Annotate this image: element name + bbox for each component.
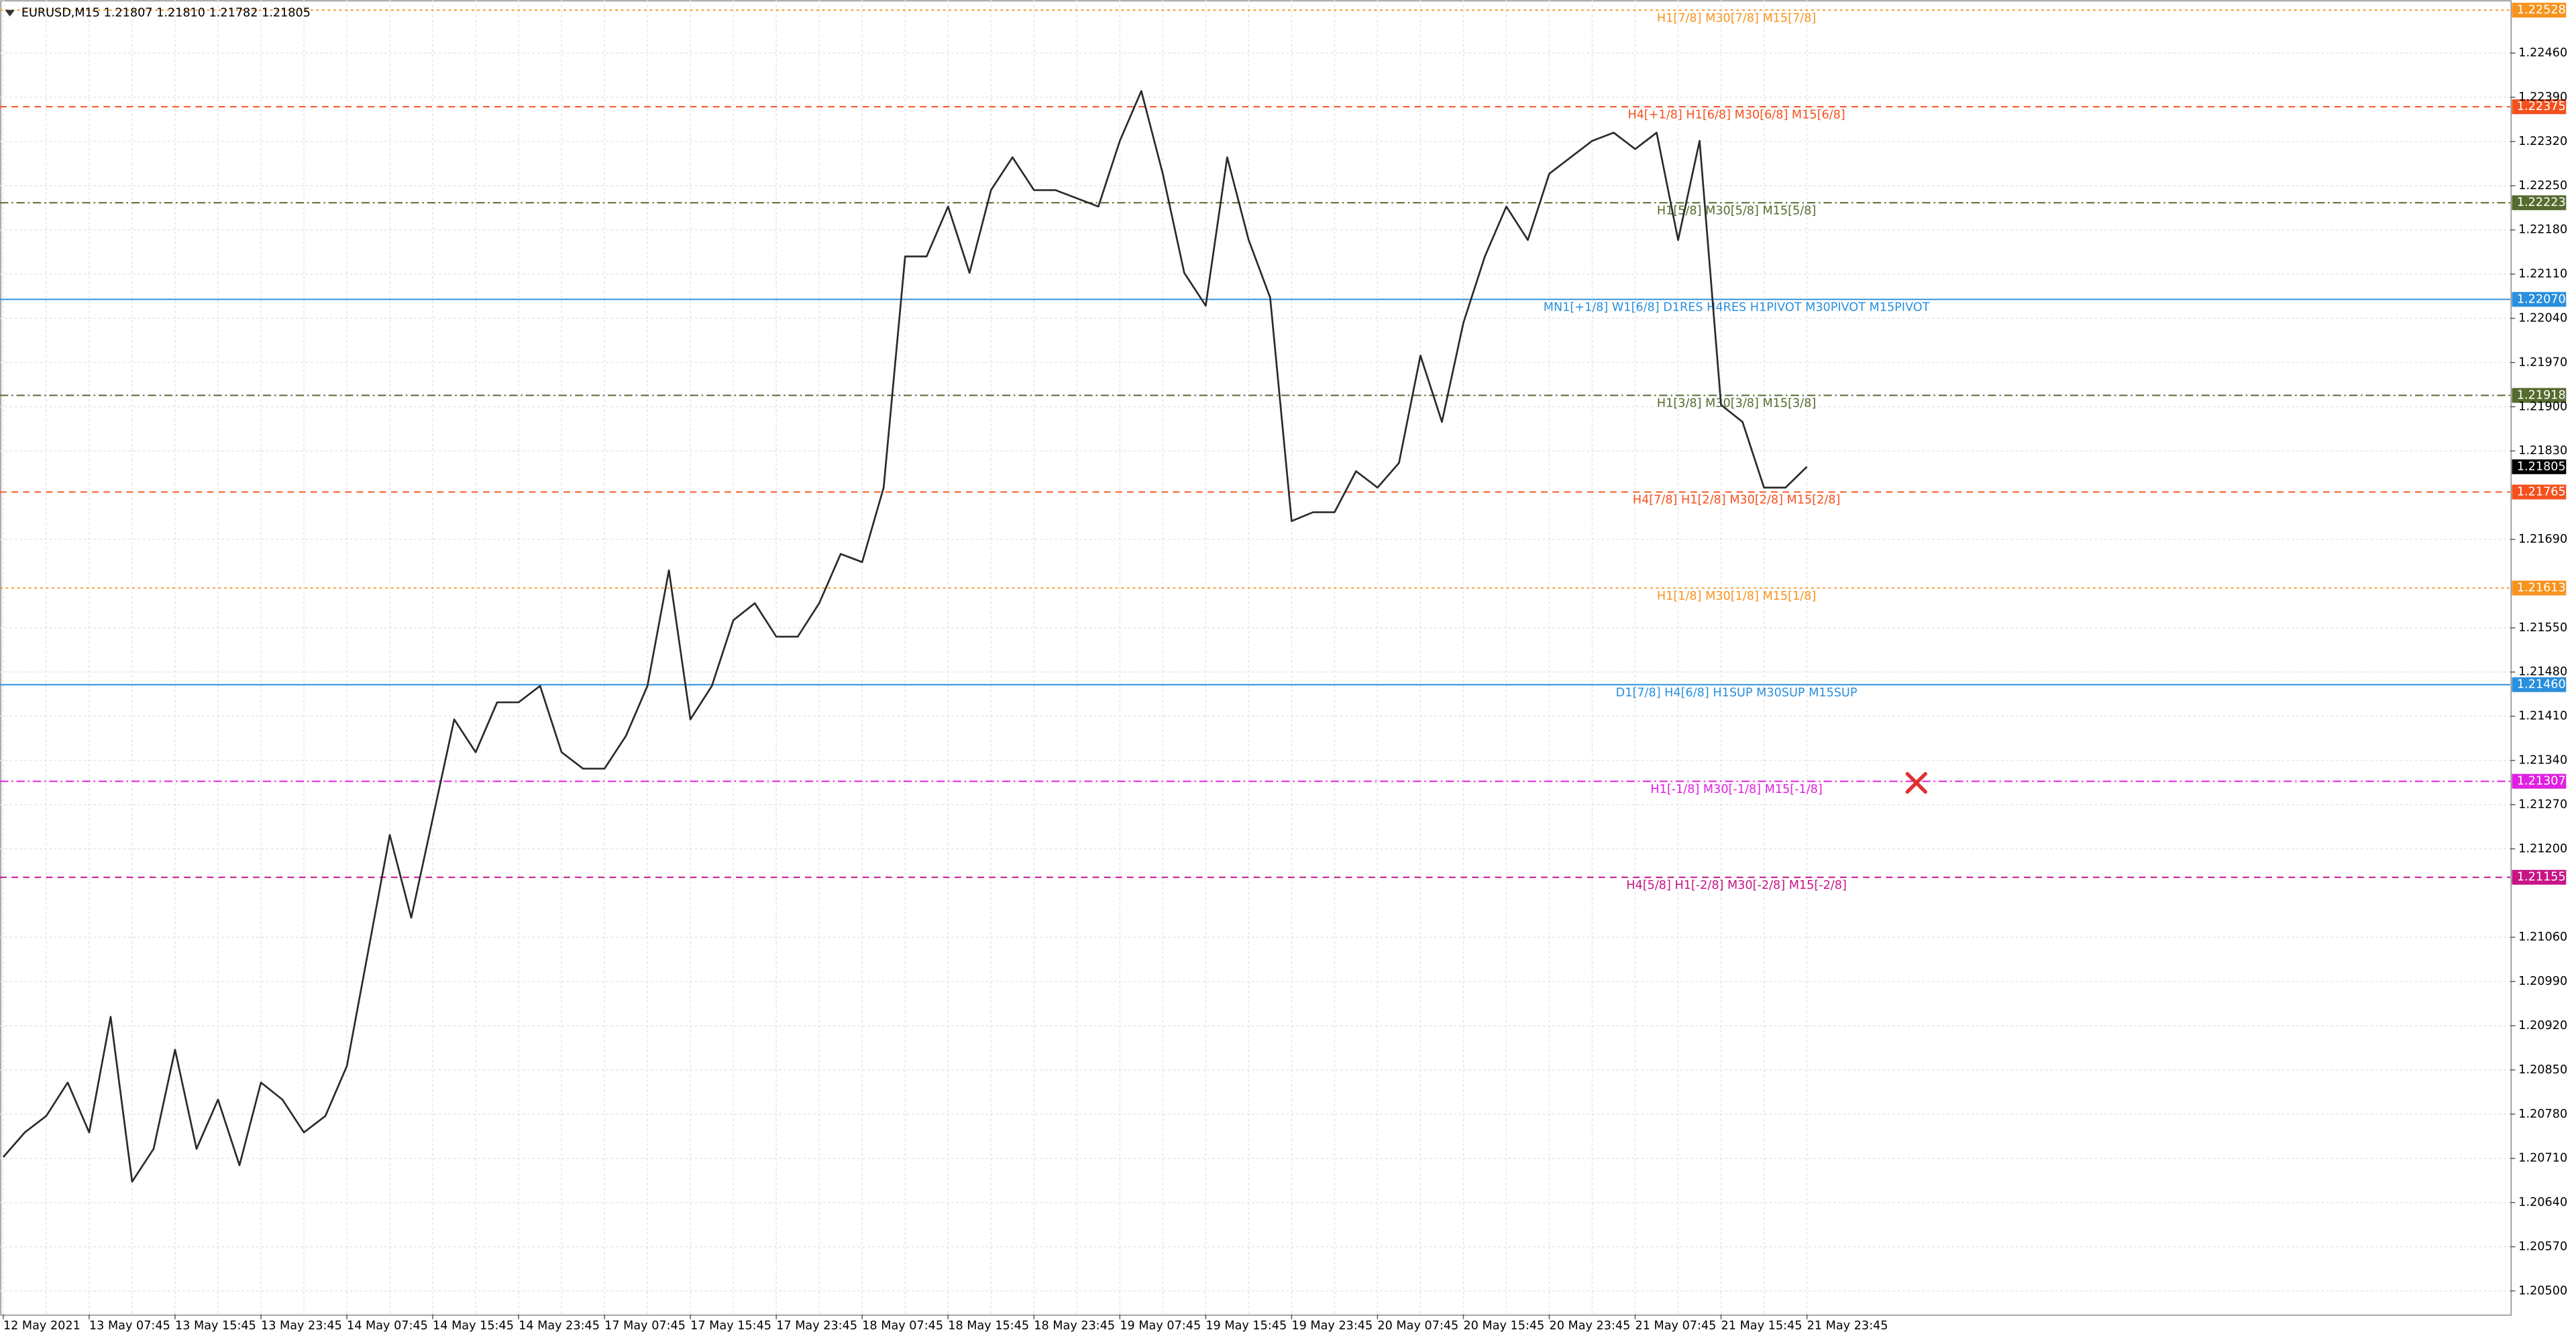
level-label: D1[7/8] H4[6/8] H1SUP M30SUP M15SUP: [1616, 686, 1858, 700]
x-tick-label: 18 May 15:45: [948, 1319, 1029, 1332]
level-label: H1[3/8] M30[3/8] M15[3/8]: [1657, 397, 1816, 411]
x-tick-label: 19 May 15:45: [1205, 1319, 1287, 1332]
y-tick-label: 1.22390: [2518, 91, 2567, 104]
level-label: H1[-1/8] M30[-1/8] M15[-1/8]: [1650, 783, 1822, 796]
level-label: H1[5/8] M30[5/8] M15[5/8]: [1657, 204, 1816, 217]
y-tick-label: 1.21200: [2518, 842, 2567, 855]
price-tag-label: 1.21765: [2517, 485, 2566, 498]
x-tick-label: 19 May 07:45: [1120, 1319, 1201, 1332]
levels: H1[7/8] M30[7/8] M15[7/8] 1.22528 H4[+1/8]…: [0, 3, 2567, 892]
price-tag-label: 1.22528: [2517, 3, 2566, 17]
x-tick-label: 13 May 15:45: [175, 1319, 256, 1332]
y-tick-label: 1.20920: [2518, 1019, 2567, 1032]
price-tag-label: 1.22223: [2517, 196, 2566, 209]
price-tag: [2512, 195, 2567, 211]
y-tick-label: 1.22460: [2518, 46, 2567, 60]
x-tick-label: 17 May 07:45: [604, 1319, 686, 1332]
y-tick-label: 1.20640: [2518, 1196, 2567, 1210]
price-tag: [2512, 773, 2567, 789]
y-tick-label: 1.21270: [2518, 798, 2567, 811]
y-tick-label: 1.20850: [2518, 1063, 2567, 1077]
grid: [0, 0, 2511, 1315]
y-tick-label: 1.21830: [2518, 444, 2567, 458]
price-tag: [2512, 388, 2567, 403]
y-tick-label: 1.21900: [2518, 400, 2567, 413]
y-tick-label: 1.20500: [2518, 1284, 2567, 1297]
level-label: H1[1/8] M30[1/8] M15[1/8]: [1657, 590, 1816, 603]
x-tick-label: 14 May 15:45: [433, 1319, 514, 1332]
x-tick-label: 14 May 07:45: [347, 1319, 428, 1332]
price-tag: [2512, 99, 2567, 115]
x-tick-label: 13 May 07:45: [89, 1319, 170, 1332]
x-tick-label: 18 May 23:45: [1034, 1319, 1115, 1332]
y-tick-label: 1.20780: [2518, 1108, 2567, 1121]
x-tick-label: 17 May 23:45: [776, 1319, 857, 1332]
delete-marker[interactable]: [1905, 771, 1927, 794]
x-tick-label: 21 May 23:45: [1807, 1319, 1888, 1332]
price-line: [2, 90, 1808, 1183]
price-tag: [2512, 580, 2567, 596]
y-tick-label: 1.20710: [2518, 1152, 2567, 1165]
series: [2, 90, 1808, 1183]
level-label: H4[5/8] H1[-2/8] M30[-2/8] M15[-2/8]: [1626, 879, 1847, 892]
price-tag-label: 1.21155: [2517, 871, 2566, 884]
level-label: H4[+1/8] H1[6/8] M30[6/8] M15[6/8]: [1627, 108, 1845, 121]
y-tick-label: 1.20990: [2518, 975, 2567, 988]
y-tick-label: 1.22180: [2518, 223, 2567, 237]
y-tick-label: 1.20570: [2518, 1240, 2567, 1253]
chart-title: EURUSD,M15 1.21807 1.21810 1.21782 1.218…: [21, 7, 311, 20]
price-tag: [2512, 869, 2567, 885]
x-tick-label: 20 May 07:45: [1377, 1319, 1458, 1332]
price-tag-label: 1.21460: [2517, 678, 2566, 692]
price-tag-label: 1.22070: [2517, 292, 2566, 306]
y-tick-label: 1.21550: [2518, 621, 2567, 635]
price-tag-label: 1.21307: [2517, 775, 2566, 788]
level-label: H1[7/8] M30[7/8] M15[7/8]: [1657, 11, 1816, 25]
price-tag-label: 1.21613: [2517, 582, 2566, 595]
current-price-label: 1.21805: [2517, 460, 2566, 474]
axes: 1.22460 1.22390 1.22320 1.22250 1.22180 1.221…: [3, 46, 2567, 1332]
y-tick-label: 1.22250: [2518, 179, 2567, 193]
price-tag-label: 1.21918: [2517, 388, 2566, 402]
price-tag: [2512, 677, 2567, 692]
price-tag: [2512, 3, 2567, 18]
y-tick-label: 1.21970: [2518, 356, 2567, 369]
price-tag: [2512, 292, 2567, 307]
x-tick-label: 20 May 15:45: [1463, 1319, 1544, 1332]
x-tick-label: 13 May 23:45: [261, 1319, 342, 1332]
current-price-tag: [2512, 459, 2567, 474]
price-tag: [2512, 484, 2567, 500]
price-tag-label: 1.22375: [2517, 100, 2566, 113]
y-tick-label: 1.22320: [2518, 135, 2567, 148]
y-tick-label: 1.21410: [2518, 710, 2567, 723]
y-tick-label: 1.22040: [2518, 312, 2567, 325]
x-tick-label: 21 May 15:45: [1721, 1319, 1803, 1332]
y-tick-label: 1.22110: [2518, 268, 2567, 281]
x-tick-label: 14 May 23:45: [519, 1319, 600, 1332]
x-tick-label: 18 May 07:45: [862, 1319, 943, 1332]
y-tick-label: 1.21340: [2518, 754, 2567, 767]
y-tick-label: 1.21690: [2518, 533, 2567, 546]
menu-arrow[interactable]: [5, 9, 15, 17]
level-label: MN1[+1/8] W1[6/8] D1RES H4RES H1PIVOT M3…: [1544, 301, 1930, 315]
x-tick-label: 21 May 07:45: [1635, 1319, 1717, 1332]
level-label: H4[7/8] H1[2/8] M30[2/8] M15[2/8]: [1633, 494, 1840, 507]
x-tick-label: 17 May 15:45: [690, 1319, 771, 1332]
y-tick-label: 1.21060: [2518, 930, 2567, 944]
x-tick-label: 12 May 2021: [3, 1319, 80, 1332]
y-tick-label: 1.21480: [2518, 665, 2567, 679]
x-tick-label: 19 May 23:45: [1291, 1319, 1373, 1332]
x-tick-label: 20 May 23:45: [1549, 1319, 1630, 1332]
plot-frame: [0, 0, 2512, 1316]
